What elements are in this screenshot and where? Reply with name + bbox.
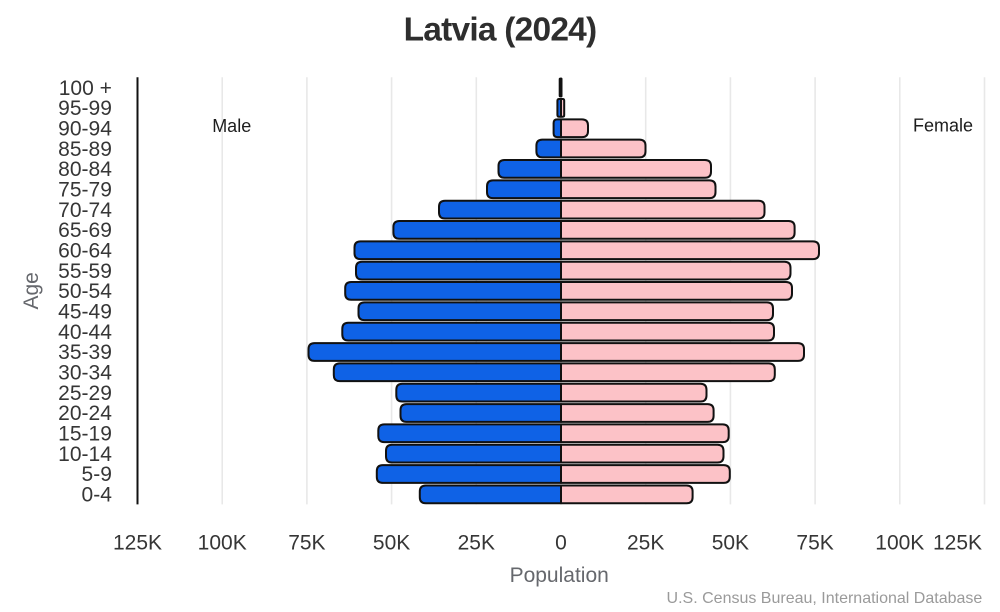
svg-text:Female: Female xyxy=(913,116,973,136)
svg-text:25-29: 25-29 xyxy=(58,382,112,405)
svg-text:100 +: 100 + xyxy=(59,77,112,100)
svg-text:U.S. Census Bureau, Internatio: U.S. Census Bureau, International Databa… xyxy=(667,590,983,607)
svg-text:25K: 25K xyxy=(458,532,495,555)
svg-text:15-19: 15-19 xyxy=(58,423,112,446)
svg-text:65-69: 65-69 xyxy=(58,219,112,242)
svg-text:90-94: 90-94 xyxy=(58,117,112,140)
svg-text:40-44: 40-44 xyxy=(58,321,112,344)
svg-text:Latvia (2024): Latvia (2024) xyxy=(404,11,597,48)
svg-text:100K: 100K xyxy=(875,532,924,555)
svg-text:10-14: 10-14 xyxy=(58,443,112,466)
svg-text:95-99: 95-99 xyxy=(58,97,112,120)
svg-text:50-54: 50-54 xyxy=(58,280,112,303)
svg-text:70-74: 70-74 xyxy=(58,199,112,222)
svg-text:75K: 75K xyxy=(796,532,833,555)
svg-text:50K: 50K xyxy=(373,532,410,555)
svg-text:Male: Male xyxy=(212,116,251,136)
svg-text:5-9: 5-9 xyxy=(82,463,112,486)
svg-text:50K: 50K xyxy=(712,532,749,555)
svg-text:20-24: 20-24 xyxy=(58,402,112,425)
svg-text:Age: Age xyxy=(20,272,43,309)
svg-text:100K: 100K xyxy=(198,532,247,555)
svg-text:45-49: 45-49 xyxy=(58,301,112,324)
svg-text:30-34: 30-34 xyxy=(58,362,112,385)
svg-text:60-64: 60-64 xyxy=(58,240,112,263)
svg-text:35-39: 35-39 xyxy=(58,341,112,364)
svg-text:55-59: 55-59 xyxy=(58,260,112,283)
svg-text:85-89: 85-89 xyxy=(58,138,112,161)
svg-text:25K: 25K xyxy=(627,532,664,555)
svg-text:125K: 125K xyxy=(113,532,162,555)
svg-text:75K: 75K xyxy=(288,532,325,555)
svg-text:0: 0 xyxy=(555,532,567,555)
svg-text:Population: Population xyxy=(510,564,609,587)
svg-text:80-84: 80-84 xyxy=(58,158,112,181)
svg-text:0-4: 0-4 xyxy=(82,484,113,507)
svg-text:75-79: 75-79 xyxy=(58,179,112,202)
svg-text:125K: 125K xyxy=(933,532,982,555)
